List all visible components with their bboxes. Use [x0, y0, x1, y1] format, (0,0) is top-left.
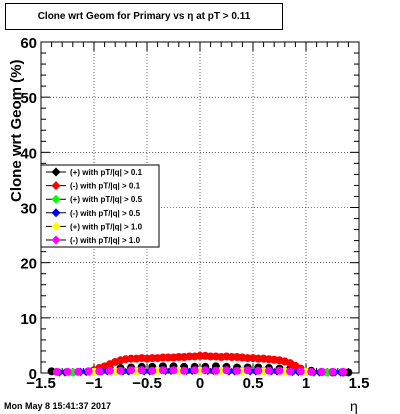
legend-label: (+) with pT/|q| > 0.1: [70, 168, 143, 177]
data-point: [169, 366, 178, 375]
legend-label: (-) with pT/|q| > 1.0: [70, 236, 141, 245]
legend-label: (-) with pT/|q| > 0.1: [70, 182, 141, 191]
legend-marker: [51, 194, 61, 204]
data-point: [116, 366, 125, 375]
data-point: [180, 366, 189, 375]
x-tick-label: 1.5: [349, 375, 370, 392]
legend-marker: [51, 181, 61, 191]
legend-label: (+) with pT/|q| > 0.5: [70, 195, 143, 204]
data-point: [158, 366, 167, 375]
data-point: [233, 366, 242, 375]
x-tick-label: 0.5: [243, 375, 264, 392]
data-point: [127, 366, 136, 375]
data-point: [275, 366, 284, 375]
data-point: [296, 367, 305, 376]
data-point: [254, 366, 263, 375]
legend-marker: [51, 221, 61, 231]
data-point: [307, 367, 316, 376]
y-tick-label: 20: [20, 256, 37, 273]
x-tick-label: 1: [302, 375, 310, 392]
data-point: [137, 366, 146, 375]
legend-label: (+) with pT/|q| > 1.0: [70, 222, 143, 231]
chart-title: Clone wrt Geom for Primary vs η at pT > …: [37, 11, 251, 22]
data-point: [201, 366, 210, 375]
y-tick-label: 0: [29, 366, 37, 383]
x-tick-label: −1: [85, 375, 102, 392]
legend-marker: [51, 235, 61, 245]
data-point: [243, 366, 252, 375]
x-axis-label: η: [350, 398, 358, 414]
y-tick-label: 50: [20, 90, 37, 107]
y-tick-label: 40: [20, 145, 37, 162]
chart-title-box: Clone wrt Geom for Primary vs η at pT > …: [5, 3, 283, 30]
x-tick-label: 0: [196, 375, 204, 392]
data-point: [74, 367, 83, 376]
legend-label: (-) with pT/|q| > 0.5: [70, 209, 141, 218]
data-point: [328, 367, 337, 376]
x-tick-label: −0.5: [132, 375, 162, 392]
data-point: [264, 366, 273, 375]
data-point: [339, 367, 348, 376]
legend-box: [40, 164, 160, 248]
y-axis-label: Clone wrt Geom (%): [8, 59, 25, 202]
y-tick-label: 10: [20, 311, 37, 328]
data-point: [222, 366, 231, 375]
data-point: [148, 366, 157, 375]
data-point: [105, 366, 114, 375]
data-point: [95, 367, 104, 376]
data-point: [286, 367, 295, 376]
legend-marker: [51, 167, 61, 177]
legend-marker: [51, 208, 61, 218]
data-point: [84, 367, 93, 376]
y-tick-label: 60: [20, 35, 37, 52]
y-tick-label: 30: [20, 201, 37, 218]
x-tick-label: −1.5: [26, 375, 56, 392]
data-point: [211, 366, 220, 375]
data-point: [190, 366, 199, 375]
data-point: [52, 367, 61, 376]
data-point: [317, 367, 326, 376]
timestamp: Mon May 8 15:41:37 2017: [4, 401, 112, 411]
data-point: [63, 367, 72, 376]
